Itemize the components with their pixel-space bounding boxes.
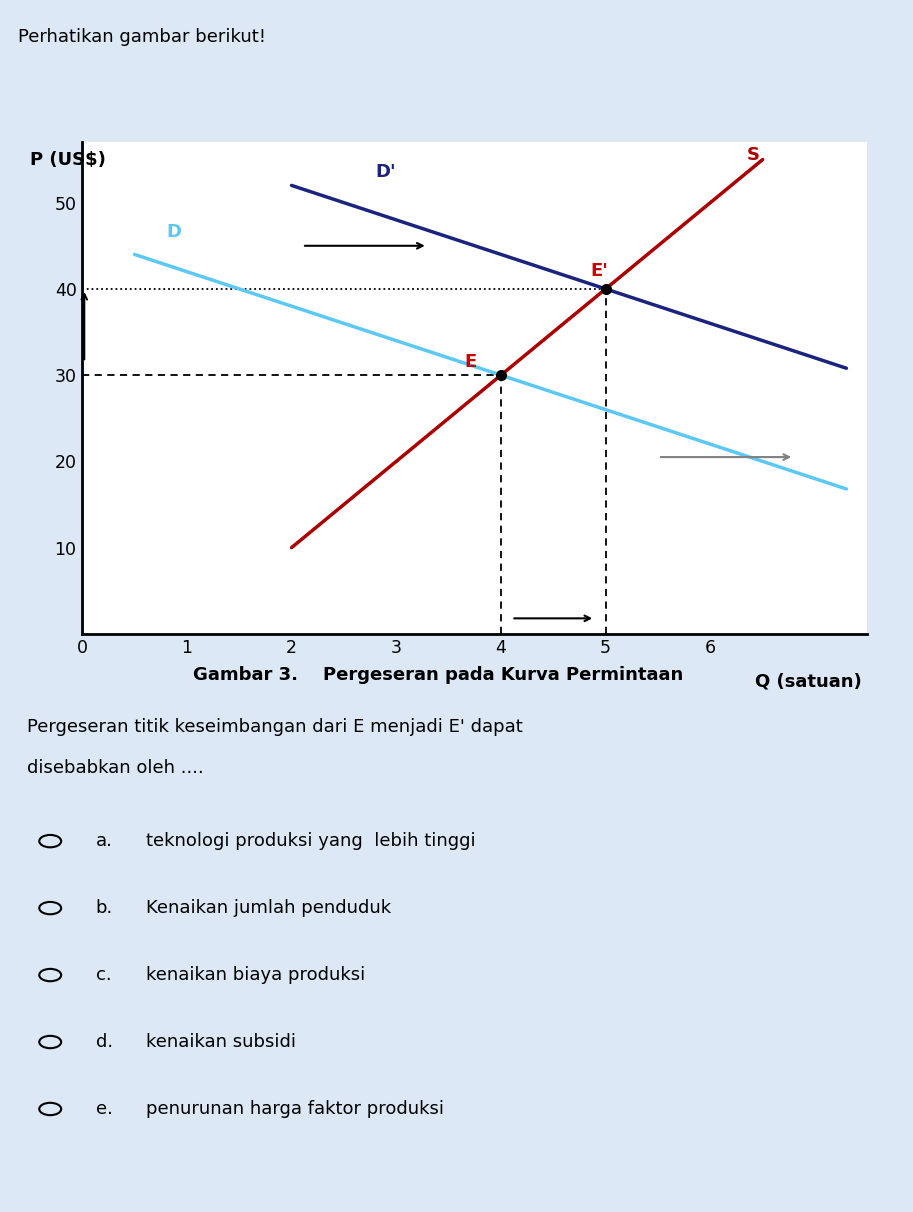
Text: Pergeseran titik keseimbangan dari E menjadi E' dapat: Pergeseran titik keseimbangan dari E men…	[27, 718, 523, 736]
Text: Kenaikan jumlah penduduk: Kenaikan jumlah penduduk	[146, 899, 391, 917]
Text: kenaikan subsidi: kenaikan subsidi	[146, 1033, 296, 1051]
Text: b.: b.	[96, 899, 113, 917]
Text: e.: e.	[96, 1100, 112, 1117]
Text: Perhatikan gambar berikut!: Perhatikan gambar berikut!	[18, 28, 267, 46]
Text: c.: c.	[96, 966, 111, 984]
Text: penurunan harga faktor produksi: penurunan harga faktor produksi	[146, 1100, 444, 1117]
Text: a.: a.	[96, 833, 112, 850]
Text: disebabkan oleh ....: disebabkan oleh ....	[27, 759, 205, 777]
Text: Gambar 3.    Pergeseran pada Kurva Permintaan: Gambar 3. Pergeseran pada Kurva Perminta…	[194, 667, 683, 685]
Text: d.: d.	[96, 1033, 113, 1051]
Text: kenaikan biaya produksi: kenaikan biaya produksi	[146, 966, 365, 984]
Text: teknologi produksi yang  lebih tinggi: teknologi produksi yang lebih tinggi	[146, 833, 476, 850]
